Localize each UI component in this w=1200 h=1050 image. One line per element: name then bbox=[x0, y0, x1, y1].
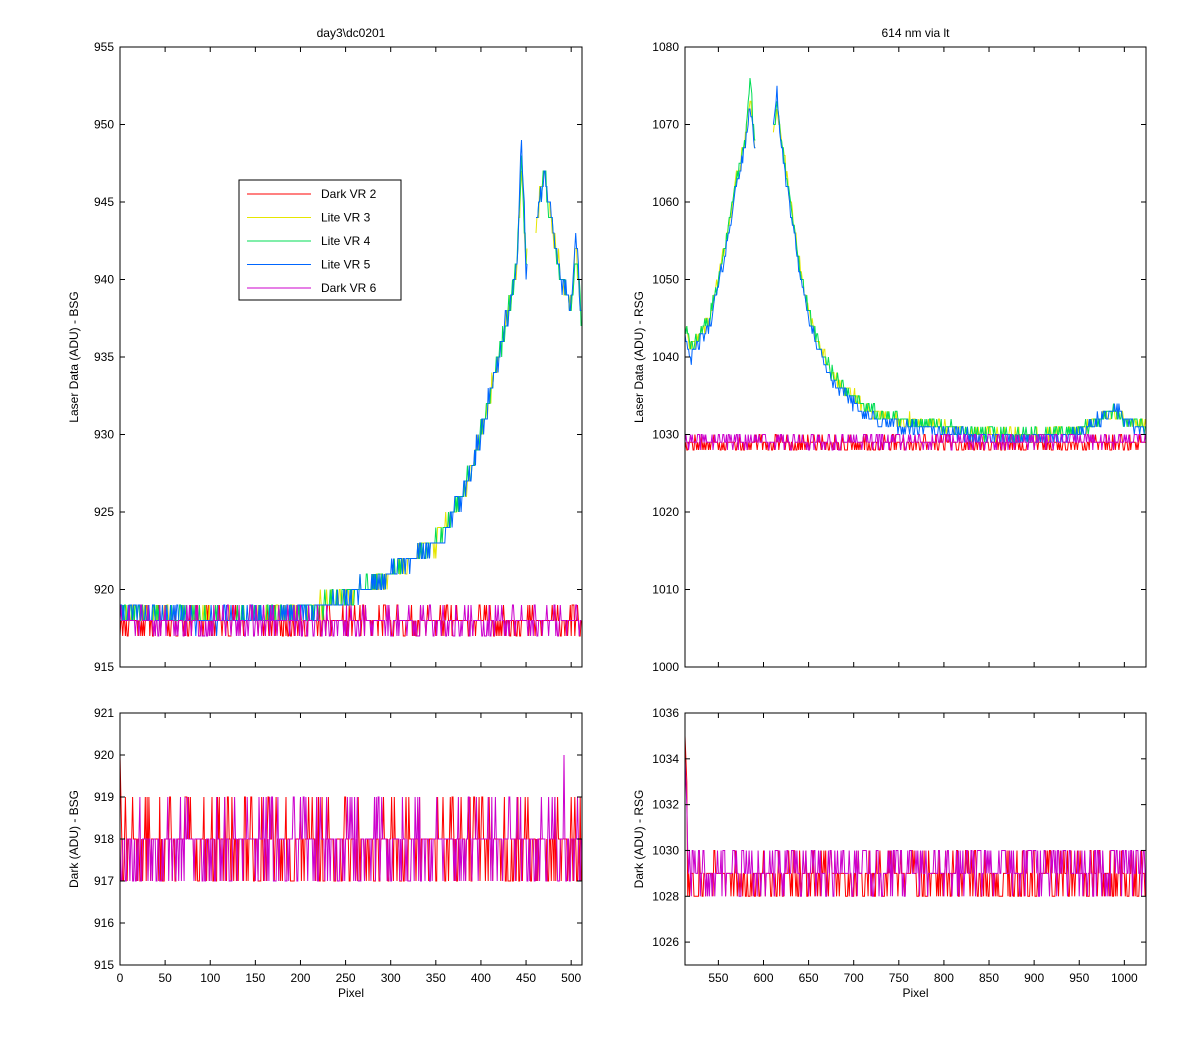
x-tick-label: 400 bbox=[471, 971, 491, 985]
x-tick-label: 850 bbox=[979, 971, 999, 985]
x-tick-label: 250 bbox=[336, 971, 356, 985]
plot-frame bbox=[684, 712, 1147, 966]
legend: Dark VR 2 Lite VR 3 Lite VR 4 Lite VR 5 Dark… bbox=[238, 179, 402, 301]
series-line-dark-vr-6 bbox=[685, 758, 1146, 897]
y-tick-label: 915 bbox=[94, 958, 114, 972]
y-tick-label: 920 bbox=[94, 748, 114, 762]
y-tick-label: 1070 bbox=[652, 118, 679, 132]
x-tick-label: 300 bbox=[381, 971, 401, 985]
y-tick-label: 1040 bbox=[652, 350, 679, 364]
y-tick-label: 1030 bbox=[652, 428, 679, 442]
x-tick-label: 800 bbox=[934, 971, 954, 985]
legend-entry: Lite VR 3 bbox=[321, 211, 371, 225]
y-tick-label: 919 bbox=[94, 790, 114, 804]
x-tick-label: 950 bbox=[1069, 971, 1089, 985]
x-tick-label: 600 bbox=[753, 971, 773, 985]
legend-entry: Dark VR 2 bbox=[321, 187, 377, 201]
x-axis-label: Pixel bbox=[338, 986, 364, 1000]
y-tick-label: 1026 bbox=[652, 935, 679, 949]
y-tick-label: 918 bbox=[94, 832, 114, 846]
x-tick-label: 150 bbox=[245, 971, 265, 985]
legend-box bbox=[238, 179, 402, 301]
y-tick-label: 940 bbox=[94, 273, 114, 287]
x-tick-label: 50 bbox=[158, 971, 172, 985]
y-tick-label: 935 bbox=[94, 350, 114, 364]
x-tick-label: 1000 bbox=[1111, 971, 1138, 985]
y-tick-label: 1032 bbox=[652, 798, 679, 812]
legend-entry: Lite VR 5 bbox=[321, 258, 371, 272]
chart-bottom-right: 1026 1028 1030 1032 1034 1036 550 600 650 700 750 8… bbox=[632, 706, 1147, 1000]
x-tick-label: 200 bbox=[290, 971, 310, 985]
chart-title: day3\dc0201 bbox=[317, 26, 386, 40]
chart-top-right: 1000 1010 1020 1030 1040 1050 1060 1070 1080 614 … bbox=[632, 26, 1147, 674]
y-tick-label: 1030 bbox=[652, 843, 679, 857]
chart-bottom-left: 915 916 917 918 919 920 921 0 50 100 150 200 250 300 3… bbox=[67, 706, 583, 1000]
x-tick-label: 100 bbox=[200, 971, 220, 985]
y-axis-label: Dark (ADU) - BSG bbox=[67, 790, 81, 888]
y-tick-label: 925 bbox=[94, 505, 114, 519]
y-tick-label: 950 bbox=[94, 118, 114, 132]
legend-entry: Lite VR 4 bbox=[321, 234, 371, 248]
y-tick-label: 945 bbox=[94, 195, 114, 209]
series-group bbox=[685, 735, 1146, 897]
legend-entry: Dark VR 6 bbox=[321, 281, 377, 295]
series-line-dark-vr-2 bbox=[120, 754, 582, 882]
series-line-dark-vr-6 bbox=[120, 604, 582, 637]
y-tick-label: 915 bbox=[94, 660, 114, 674]
x-axis-label: Pixel bbox=[902, 986, 928, 1000]
y-tick-label: 920 bbox=[94, 583, 114, 597]
series-line-dark-vr-6 bbox=[120, 754, 582, 882]
series-group bbox=[120, 139, 582, 637]
x-tick-label: 0 bbox=[117, 971, 124, 985]
series-group bbox=[685, 77, 1146, 451]
x-tick-label: 900 bbox=[1024, 971, 1044, 985]
series-line-dark-vr-6 bbox=[685, 434, 1146, 451]
y-tick-label: 1034 bbox=[652, 752, 679, 766]
y-tick-label: 916 bbox=[94, 916, 114, 930]
chart-top-left: 915 920 925 930 935 940 945 950 955 day3\dc0201 La… bbox=[67, 26, 583, 674]
x-tick-label: 550 bbox=[708, 971, 728, 985]
y-tick-label: 1010 bbox=[652, 583, 679, 597]
x-tick-label: 650 bbox=[799, 971, 819, 985]
x-tick-label: 500 bbox=[561, 971, 581, 985]
y-tick-label: 1080 bbox=[652, 40, 679, 54]
chart-title: 614 nm via lt bbox=[881, 26, 950, 40]
y-tick-label: 917 bbox=[94, 874, 114, 888]
x-tick-label: 700 bbox=[844, 971, 864, 985]
y-tick-label: 1028 bbox=[652, 889, 679, 903]
y-axis-label: Laser Data (ADU) - RSG bbox=[632, 291, 646, 423]
y-tick-label: 955 bbox=[94, 40, 114, 54]
y-tick-label: 1036 bbox=[652, 706, 679, 720]
y-tick-label: 930 bbox=[94, 428, 114, 442]
y-tick-label: 1050 bbox=[652, 273, 679, 287]
y-tick-label: 1060 bbox=[652, 195, 679, 209]
series-group bbox=[120, 754, 582, 882]
x-tick-label: 450 bbox=[516, 971, 536, 985]
y-axis-label: Laser Data (ADU) - BSG bbox=[67, 291, 81, 422]
y-tick-label: 1000 bbox=[652, 660, 679, 674]
y-tick-label: 921 bbox=[94, 706, 114, 720]
y-tick-label: 1020 bbox=[652, 505, 679, 519]
y-axis-label: Dark (ADU) - RSG bbox=[632, 790, 646, 889]
x-tick-label: 350 bbox=[426, 971, 446, 985]
x-tick-label: 750 bbox=[889, 971, 909, 985]
